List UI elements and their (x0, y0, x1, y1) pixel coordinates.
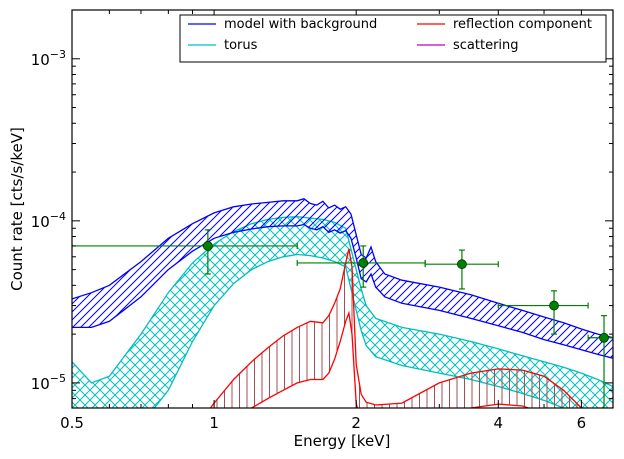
y-tick-label: 10−4 (31, 210, 66, 231)
legend-label: scattering (453, 38, 519, 53)
data-points-layer (72, 229, 613, 408)
data-point-marker (358, 258, 369, 268)
y-tick-label: 10−5 (31, 372, 66, 393)
torus-lower-line (153, 253, 566, 408)
y-axis-label: Count rate [cts/s/keV] (8, 127, 26, 291)
reflection-band (216, 266, 578, 408)
data-point-marker (202, 241, 213, 251)
data-point (587, 315, 613, 408)
legend-label: torus (224, 38, 258, 53)
data-point (424, 249, 499, 290)
series-layer (72, 197, 613, 408)
reflection-lower-line (250, 310, 531, 408)
legend: model with background reflection componen… (179, 14, 607, 63)
legend-box (179, 14, 607, 63)
data-point-marker (549, 300, 559, 311)
legend-entry: model with background (188, 17, 377, 32)
data-point (72, 229, 298, 275)
data-point (497, 290, 589, 335)
legend-label: reflection component (453, 17, 592, 32)
legend-label: model with background (224, 17, 377, 32)
legend-entry: torus (188, 38, 258, 53)
x-tick-label: 0.5 (60, 414, 84, 432)
model-lower-line (72, 223, 613, 359)
y-tick-label: 10−3 (31, 48, 66, 69)
x-tick-label: 2 (351, 414, 361, 432)
data-point (296, 245, 426, 288)
x-tick-label: 4 (494, 414, 504, 432)
reflection-upper-line (209, 248, 582, 408)
plot-area (72, 197, 613, 408)
x-tick-label: 1 (209, 414, 219, 432)
legend-entry: reflection component (417, 17, 592, 32)
x-axis-label: Energy [keV] (294, 432, 391, 450)
ticks-layer: 0.5 1 2 4 6 10−5 10−4 10−3 (31, 9, 614, 432)
data-point-marker (457, 259, 467, 270)
legend-entry: scattering (417, 38, 519, 53)
plot-frame (71, 9, 614, 409)
x-tick-label: 6 (577, 414, 587, 432)
data-point-marker (599, 332, 609, 343)
